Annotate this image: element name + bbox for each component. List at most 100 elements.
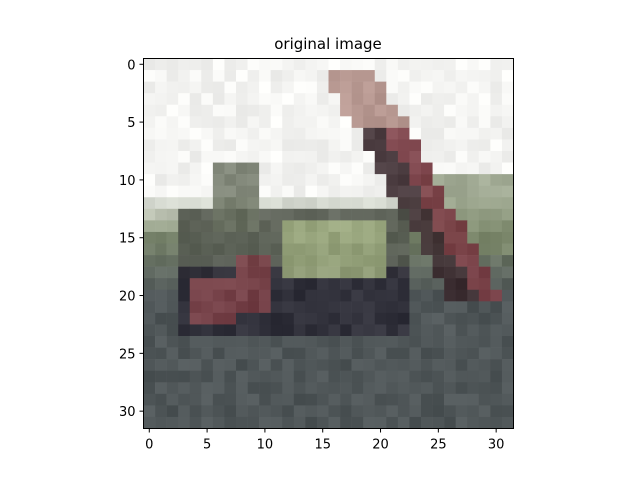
image-pixel: [236, 81, 248, 94]
image-pixel: [236, 416, 248, 429]
image-pixel: [432, 197, 445, 210]
image-pixel: [270, 208, 283, 221]
image-pixel: [351, 151, 364, 163]
image-pixel: [270, 139, 283, 152]
image-pixel: [270, 116, 283, 129]
image-pixel: [455, 70, 468, 82]
image-pixel: [478, 139, 491, 152]
image-pixel: [236, 382, 248, 395]
image-pixel: [224, 278, 237, 291]
image-pixel: [490, 81, 503, 94]
image-pixel: [224, 139, 237, 152]
image-pixel: [421, 231, 433, 244]
image-pixel: [143, 70, 156, 82]
image-pixel: [397, 312, 410, 325]
image-pixel: [351, 70, 364, 82]
image-pixel: [351, 359, 364, 371]
image-pixel: [467, 151, 480, 163]
image-pixel: [212, 185, 225, 198]
image-pixel: [212, 151, 225, 163]
image-pixel: [374, 185, 387, 198]
image-pixel: [467, 243, 480, 256]
image-pixel: [501, 139, 514, 152]
image-pixel: [143, 104, 156, 117]
image-pixel: [444, 347, 456, 360]
image-pixel: [224, 416, 237, 429]
image-pixel: [328, 266, 341, 279]
image-pixel: [455, 370, 468, 383]
image-pixel: [293, 312, 306, 325]
image-pixel: [455, 416, 468, 429]
image-pixel: [178, 289, 191, 302]
image-pixel: [478, 174, 491, 186]
image-pixel: [421, 393, 433, 406]
image-pixel: [305, 127, 318, 140]
image-pixel: [467, 370, 480, 383]
image-pixel: [166, 243, 179, 256]
image-pixel: [282, 266, 295, 279]
image-pixel: [282, 81, 295, 94]
x-tick-label: 15: [314, 438, 331, 453]
image-pixel: [409, 278, 422, 291]
image-pixel: [293, 116, 306, 129]
image-pixel: [212, 347, 225, 360]
image-pixel: [236, 220, 248, 233]
image-pixel: [444, 231, 456, 244]
image-pixel: [189, 393, 202, 406]
image-pixel: [293, 220, 306, 233]
image-pixel: [501, 116, 514, 129]
image-pixel: [421, 220, 433, 233]
image-pixel: [432, 312, 445, 325]
image-pixel: [259, 405, 271, 418]
image-pixel: [143, 382, 156, 395]
image-pixel: [212, 127, 225, 140]
image-pixel: [166, 393, 179, 406]
image-pixel: [236, 127, 248, 140]
image-pixel: [236, 93, 248, 106]
image-pixel: [224, 255, 237, 267]
y-tick-label: 25: [119, 347, 136, 362]
image-pixel: [455, 93, 468, 106]
image-pixel: [444, 81, 456, 94]
image-pixel: [270, 359, 283, 371]
image-pixel: [270, 289, 283, 302]
image-pixel: [409, 70, 422, 82]
image-pixel: [270, 255, 283, 267]
image-pixel: [143, 127, 156, 140]
image-pixel: [259, 139, 271, 152]
image-pixel: [224, 382, 237, 395]
image-pixel: [189, 81, 202, 94]
image-pixel: [490, 405, 503, 418]
image-pixel: [421, 312, 433, 325]
image-pixel: [363, 266, 376, 279]
image-pixel: [328, 220, 341, 233]
image-pixel: [478, 382, 491, 395]
image-pixel: [270, 185, 283, 198]
image-pixel: [328, 174, 341, 186]
image-pixel: [305, 301, 318, 314]
image-pixel: [166, 104, 179, 117]
image-pixel: [270, 405, 283, 418]
image-pixel: [236, 336, 248, 348]
image-pixel: [166, 162, 179, 175]
image-pixel: [316, 58, 329, 71]
image-pixel: [328, 278, 341, 291]
image-pixel: [155, 151, 167, 163]
image-pixel: [351, 289, 364, 302]
image-pixel: [189, 139, 202, 152]
image-pixel: [501, 243, 514, 256]
image-pixel: [374, 208, 387, 221]
image-pixel: [201, 139, 214, 152]
image-pixel: [143, 359, 156, 371]
image-pixel: [432, 393, 445, 406]
image-pixel: [455, 359, 468, 371]
image-pixel: [316, 301, 329, 314]
image-pixel: [363, 301, 376, 314]
image-pixel: [397, 162, 410, 175]
image-pixel: [444, 104, 456, 117]
image-pixel: [467, 301, 480, 314]
image-pixel: [201, 220, 214, 233]
image-pixel: [293, 93, 306, 106]
image-pixel: [189, 208, 202, 221]
image-pixel: [212, 81, 225, 94]
